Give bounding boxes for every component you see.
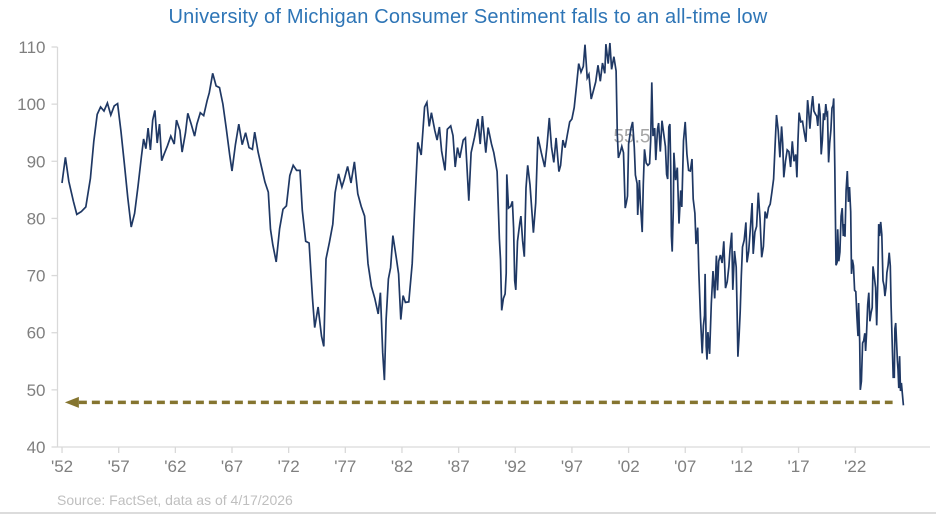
y-tick-label: 60 — [27, 324, 46, 343]
x-tick-label: '82 — [391, 457, 413, 476]
window-bottom-edge — [0, 512, 936, 514]
x-tick-label: '22 — [844, 457, 866, 476]
chart-title: University of Michigan Consumer Sentimen… — [168, 6, 768, 28]
y-tick-label: 110 — [18, 38, 45, 57]
x-tick-label: '02 — [618, 457, 640, 476]
x-tick-label: '62 — [164, 457, 186, 476]
x-tick-label: '67 — [221, 457, 243, 476]
x-tick-label: '77 — [334, 457, 356, 476]
y-tick-label: 100 — [17, 95, 45, 114]
y-tick-label: 90 — [27, 152, 46, 171]
x-tick-label: '72 — [278, 457, 300, 476]
y-tick-label: 40 — [27, 438, 46, 457]
x-tick-label: '17 — [787, 457, 809, 476]
y-tick-label: 70 — [27, 267, 46, 286]
x-tick-label: '52 — [51, 457, 73, 476]
x-tick-label: '12 — [731, 457, 753, 476]
x-tick-label: '87 — [448, 457, 470, 476]
sentiment-line — [61, 42, 905, 406]
y-tick-label: 50 — [27, 381, 46, 400]
x-tick-label: '97 — [561, 457, 583, 476]
value-annotation: 55.5 — [613, 127, 650, 148]
x-tick-label: '92 — [504, 457, 526, 476]
x-tick-label: '57 — [108, 457, 130, 476]
y-tick-label: 80 — [27, 209, 46, 228]
x-tick-label: '07 — [674, 457, 696, 476]
all-time-low-arrow-head — [64, 396, 79, 408]
source-note: Source: FactSet, data as of 4/17/2026 — [57, 492, 293, 508]
